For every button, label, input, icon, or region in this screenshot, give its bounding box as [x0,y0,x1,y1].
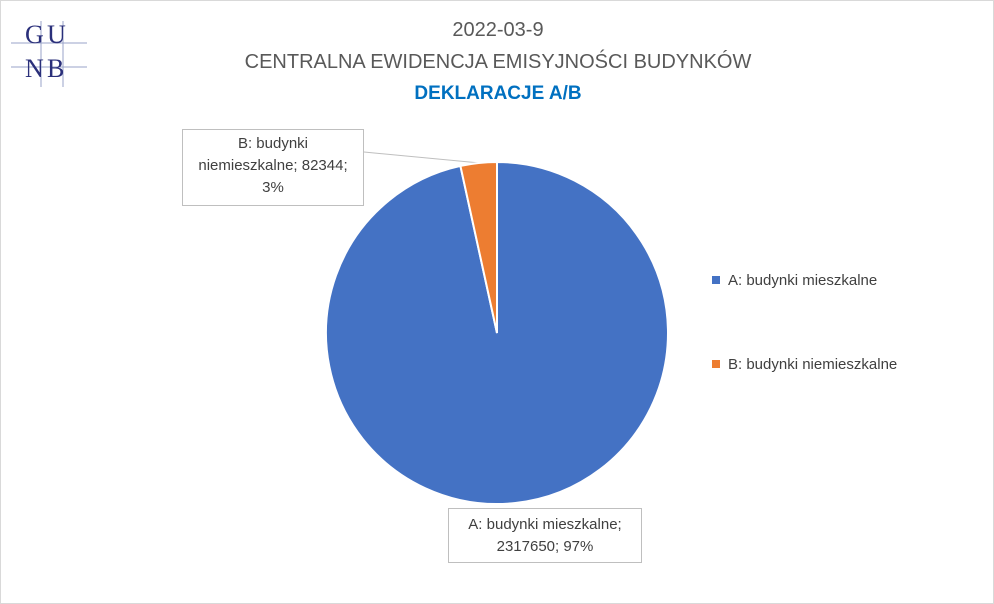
gunb-logo-graphic: G U N B [11,20,87,87]
svg-text:G: G [25,21,44,49]
legend-swatch-a [712,276,720,284]
legend-swatch-b [712,360,720,368]
data-label-a-line1: A: budynki mieszkalne; [468,516,622,533]
gunb-logo: G U N B [11,20,87,87]
legend-label-a: A: budynki mieszkalne [728,272,878,289]
chart-subtitle-highlight: DEKLARACJE A/B [414,83,582,104]
leader-line-b [363,151,481,164]
chart-title: 2022-03-9 [452,19,544,41]
legend-item-a[interactable]: A: budynki mieszkalne [712,272,877,289]
chart-subtitle: CENTRALNA EWIDENCJA EMISYJNOŚCI BUDYNKÓW [244,51,752,73]
legend-item-b[interactable]: B: budynki niemieszkalne [712,356,897,373]
legend-label-b: B: budynki niemieszkalne [728,356,898,373]
data-label-a: A: budynki mieszkalne; 2317650; 97% [448,508,642,563]
data-label-b: B: budynki niemieszkalne; 82344; 3% [182,129,364,206]
data-label-b-line2: niemieszkalne; 82344; [198,157,348,174]
svg-text:B: B [47,54,64,83]
pie-slice-b[interactable] [459,160,498,334]
svg-text:U: U [47,21,66,49]
data-label-a-line2: 2317650; 97% [496,538,594,555]
svg-text:N: N [25,54,44,83]
data-label-b-line1: B: budynki [237,135,309,152]
data-label-b-line3: 3% [262,179,284,196]
